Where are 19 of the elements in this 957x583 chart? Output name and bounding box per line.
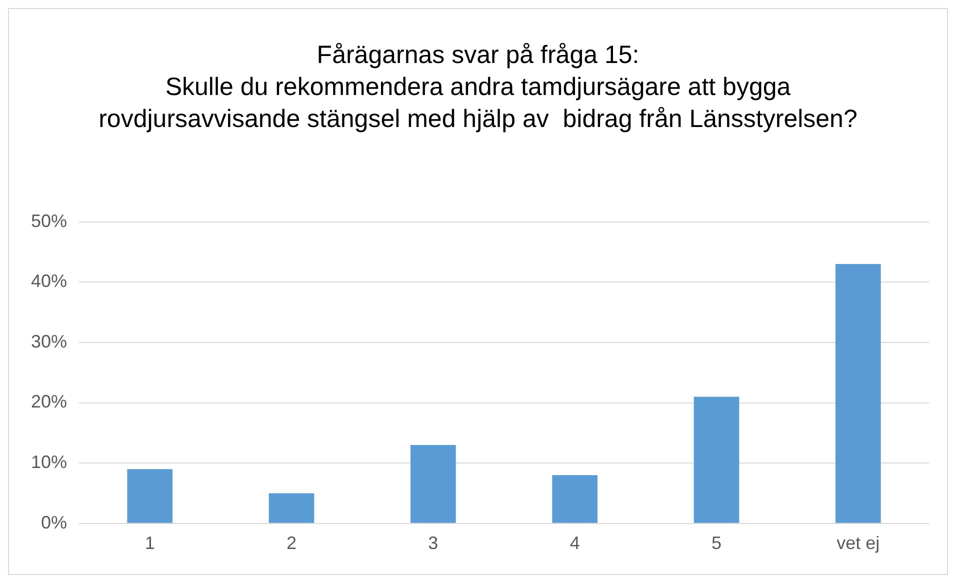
bar: [410, 444, 456, 523]
y-tick-label: 20%: [30, 392, 68, 412]
x-tick-label: 2: [286, 533, 297, 554]
bar: [836, 264, 881, 523]
y-tick-label: 10%: [30, 452, 68, 472]
y-tick-label: 40%: [30, 271, 68, 292]
y-tick-label: 50%: [30, 210, 68, 231]
bar: [694, 396, 740, 523]
y-tick-label: 30%: [30, 331, 68, 352]
chart-title: Fårägarnas svar på fråga 15: Skulle du rekommendera andra tamdjursägare att bygga rovdjursavvisande stängsel med hjälp av bidrag från Länsstyrelsen?: [98, 40, 858, 135]
y-tick-label: 0%: [41, 512, 68, 532]
bar: [268, 493, 314, 523]
bar: [552, 475, 598, 523]
x-tick-label: 5: [712, 533, 722, 554]
x-tick-label: 1: [144, 533, 155, 554]
bar: [127, 469, 173, 523]
x-tick-label: vet ej: [836, 533, 880, 554]
x-tick-label: 3: [428, 533, 438, 554]
x-tick-label: 4: [570, 533, 580, 554]
